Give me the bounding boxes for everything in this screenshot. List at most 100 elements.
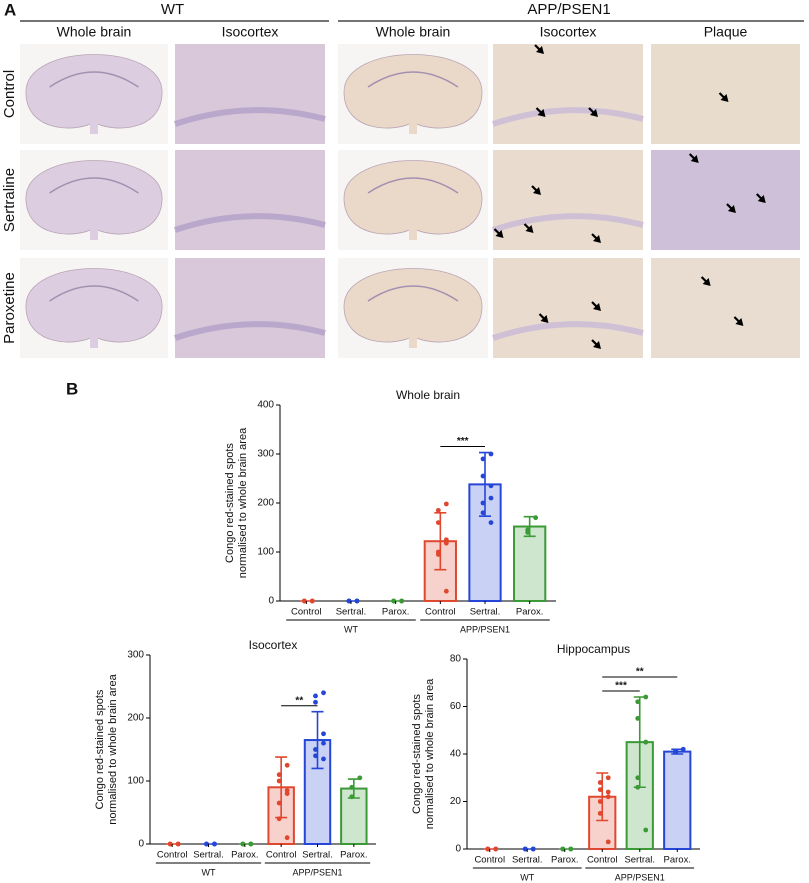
data-point <box>435 507 441 513</box>
arrow-head <box>702 278 711 286</box>
chart-title: Whole brain <box>396 388 460 402</box>
data-point <box>480 510 486 516</box>
x-tick-label: Parox. <box>516 607 543 618</box>
data-point <box>357 775 363 781</box>
arrow-head <box>735 318 744 326</box>
data-point <box>643 694 649 700</box>
significance-label: ** <box>295 695 303 706</box>
cortex-layer <box>174 321 326 341</box>
data-point <box>488 451 494 457</box>
brain-stem <box>409 218 417 240</box>
y-tick-label: 300 <box>257 449 274 460</box>
group-label: APP/PSEN1 <box>615 872 665 882</box>
arrow-head <box>495 230 504 238</box>
y-tick-label: 100 <box>127 776 144 787</box>
micrograph <box>175 258 325 358</box>
data-point <box>321 731 326 737</box>
x-tick-label: Control <box>474 855 505 866</box>
data-point <box>597 787 603 793</box>
data-point <box>643 739 649 745</box>
bar <box>663 750 692 850</box>
y-axis-label: normalised to whole brain area <box>424 678 436 829</box>
arrow-head <box>593 235 601 243</box>
data-point <box>488 520 494 525</box>
brain-section <box>343 54 483 129</box>
x-tick-label: Parox. <box>382 607 409 618</box>
group-label: WT <box>202 867 216 877</box>
data-point <box>597 780 603 785</box>
error-bar <box>311 710 324 770</box>
data-point <box>284 762 290 768</box>
data-point <box>443 537 449 543</box>
data-point <box>605 794 611 800</box>
cortex-layer <box>492 107 644 127</box>
data-point <box>560 846 566 852</box>
y-tick-label: 200 <box>127 713 144 724</box>
micrograph <box>493 150 643 250</box>
y-tick-label: 80 <box>450 654 462 665</box>
micrograph <box>175 150 325 250</box>
row-label: Sertraline <box>1 168 18 232</box>
data-point <box>309 598 315 604</box>
y-tick-label: 20 <box>450 796 462 807</box>
data-point <box>443 588 449 594</box>
row-label: Paroxetine <box>1 272 18 344</box>
micrograph <box>651 150 800 250</box>
micrograph <box>651 44 800 144</box>
data-point <box>605 775 611 781</box>
cortex-layer <box>492 213 644 233</box>
data-point <box>568 846 574 852</box>
x-tick-label: Sertral. <box>302 850 333 861</box>
arrow-head <box>720 94 729 102</box>
brain-section <box>25 268 163 343</box>
group-label: APP/PSEN1 <box>292 867 342 877</box>
data-point <box>313 747 318 752</box>
micrograph <box>651 258 800 358</box>
arrow-head <box>757 195 766 203</box>
significance-label: *** <box>457 436 469 447</box>
y-tick-label: 0 <box>138 839 144 850</box>
chart-title: Hippocampus <box>557 642 630 656</box>
data-point <box>276 772 282 778</box>
brain-stem <box>409 112 417 134</box>
micrograph <box>493 258 643 358</box>
data-point <box>635 784 641 790</box>
data-point <box>597 799 603 804</box>
data-point <box>672 749 678 755</box>
data-point <box>443 501 449 507</box>
data-point <box>443 540 449 546</box>
data-point <box>480 500 486 506</box>
data-point <box>175 841 181 847</box>
x-tick-label: Sertral. <box>624 855 655 866</box>
data-point <box>530 846 536 852</box>
x-tick-label: Parox. <box>231 850 258 861</box>
y-tick-label: 40 <box>450 749 462 760</box>
arrow-head <box>590 109 598 117</box>
arrow-head <box>727 205 736 213</box>
x-tick-label: Sertral. <box>512 855 543 866</box>
arrow-head <box>536 46 544 54</box>
brain-section <box>25 160 163 235</box>
group-header: APP/PSEN1 <box>527 1 610 18</box>
y-axis-label: Congo red-stained spots <box>94 689 106 809</box>
data-point <box>525 530 531 535</box>
data-point <box>313 699 318 705</box>
y-tick-label: 200 <box>257 498 274 509</box>
data-point <box>346 598 352 604</box>
brain-stem <box>90 218 98 240</box>
hippocampus <box>367 285 459 302</box>
data-point <box>635 699 641 705</box>
data-point <box>167 841 173 847</box>
panel-label: B <box>66 379 78 398</box>
data-point <box>276 800 282 806</box>
x-tick-label: Control <box>425 607 456 618</box>
data-point <box>321 690 326 696</box>
data-point <box>240 841 246 847</box>
column-header: Isocortex <box>540 24 597 40</box>
arrow-head <box>540 315 549 323</box>
y-tick-label: 0 <box>455 844 461 855</box>
data-point <box>321 756 326 762</box>
y-tick-label: 300 <box>127 650 144 661</box>
data-point <box>488 495 494 501</box>
